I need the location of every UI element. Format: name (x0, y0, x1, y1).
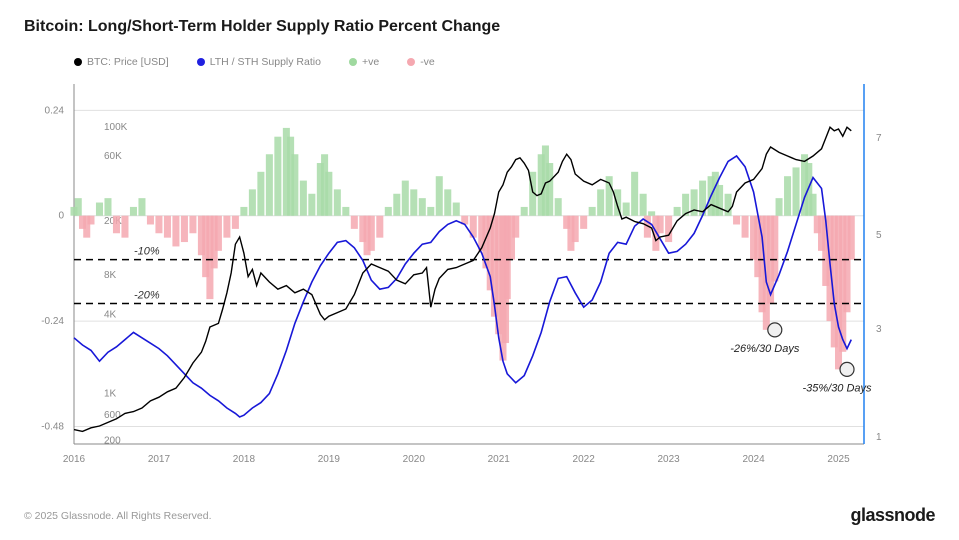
brand-logo: glassnode (850, 505, 935, 526)
svg-text:0: 0 (58, 211, 64, 222)
svg-text:7: 7 (876, 133, 882, 144)
svg-text:100K: 100K (104, 122, 128, 133)
svg-text:600: 600 (104, 410, 121, 421)
svg-text:2024: 2024 (742, 454, 765, 465)
chart: -0.48 -0.24 0 0.24 2016 2017 2018 2019 2020 2021 2… (24, 74, 935, 474)
svg-text:2022: 2022 (573, 454, 596, 465)
legend: BTC: Price [USD] LTH / STH Supply Ratio +v… (24, 56, 935, 68)
svg-text:2017: 2017 (148, 454, 171, 465)
chart-title: Bitcoin: Long/Short-Term Holder Supply R… (24, 18, 935, 36)
svg-text:-0.48: -0.48 (41, 421, 64, 432)
svg-text:-35%/30 Days: -35%/30 Days (802, 382, 872, 394)
svg-text:2023: 2023 (657, 454, 680, 465)
svg-text:200: 200 (104, 435, 121, 446)
svg-text:-20%: -20% (134, 290, 160, 302)
svg-text:2018: 2018 (233, 454, 256, 465)
svg-text:2016: 2016 (63, 454, 86, 465)
svg-text:3: 3 (876, 324, 882, 335)
svg-text:8K: 8K (104, 270, 117, 281)
svg-text:2021: 2021 (488, 454, 511, 465)
legend-item: -ve (407, 56, 435, 68)
copyright: © 2025 Glassnode. All Rights Reserved. (24, 510, 212, 522)
legend-item: BTC: Price [USD] (74, 56, 169, 68)
svg-text:0.24: 0.24 (45, 105, 65, 116)
svg-text:-10%: -10% (134, 246, 160, 258)
svg-text:5: 5 (876, 230, 882, 241)
svg-text:2025: 2025 (827, 454, 850, 465)
svg-text:1K: 1K (104, 389, 117, 400)
svg-text:1: 1 (876, 432, 882, 443)
svg-text:2020: 2020 (403, 454, 426, 465)
svg-text:-0.24: -0.24 (41, 316, 64, 327)
svg-text:-26%/30 Days: -26%/30 Days (730, 343, 800, 355)
svg-text:60K: 60K (104, 151, 122, 162)
svg-text:4K: 4K (104, 309, 117, 320)
legend-item: LTH / STH Supply Ratio (197, 56, 321, 68)
legend-item: +ve (349, 56, 379, 68)
svg-text:2019: 2019 (318, 454, 341, 465)
